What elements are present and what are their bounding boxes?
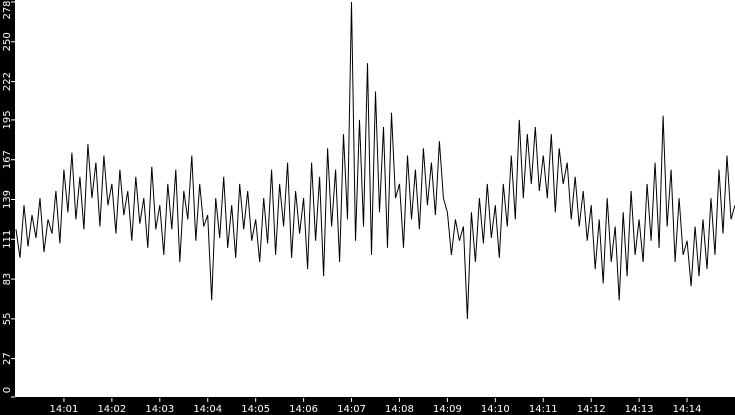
x-tick-label: 14:01 [50, 404, 79, 415]
y-tick-label: 111 [2, 230, 13, 249]
x-axis: 14:01 14:02 14:03 14:04 14:05 14:06 14:07 14:08… [50, 398, 702, 415]
x-tick-label: 14:05 [241, 404, 270, 415]
plot-area [15, 0, 735, 397]
y-axis: 0 27 55 83 111 139 167 195 222 250 278 [2, 0, 15, 398]
y-tick-label: 55 [2, 312, 13, 325]
y-tick-label: 27 [2, 352, 13, 365]
x-tick-label: 14:06 [289, 404, 318, 415]
y-tick-label: 0 [2, 387, 13, 393]
x-tick-label: 14:12 [577, 404, 606, 415]
y-tick-label: 139 [2, 190, 13, 209]
x-tick-label: 14:08 [385, 404, 414, 415]
x-tick-label: 14:02 [97, 404, 126, 415]
x-tick-label: 14:10 [481, 404, 510, 415]
y-tick-label: 222 [2, 72, 13, 91]
x-tick-label: 14:04 [193, 404, 222, 415]
x-tick-label: 14:11 [529, 404, 558, 415]
y-tick-label: 167 [2, 150, 13, 169]
series-line [15, 1, 735, 319]
x-tick-label: 14:14 [673, 404, 702, 415]
x-tick-label: 14:07 [337, 404, 366, 415]
y-tick-label: 195 [2, 110, 13, 129]
x-tick-label: 14:09 [433, 404, 462, 415]
y-tick-label: 250 [2, 32, 13, 51]
x-tick-label: 14:03 [145, 404, 174, 415]
y-tick-label: 83 [2, 273, 13, 286]
x-tick-label: 14:13 [625, 404, 654, 415]
y-tick-label: 278 [2, 0, 13, 19]
